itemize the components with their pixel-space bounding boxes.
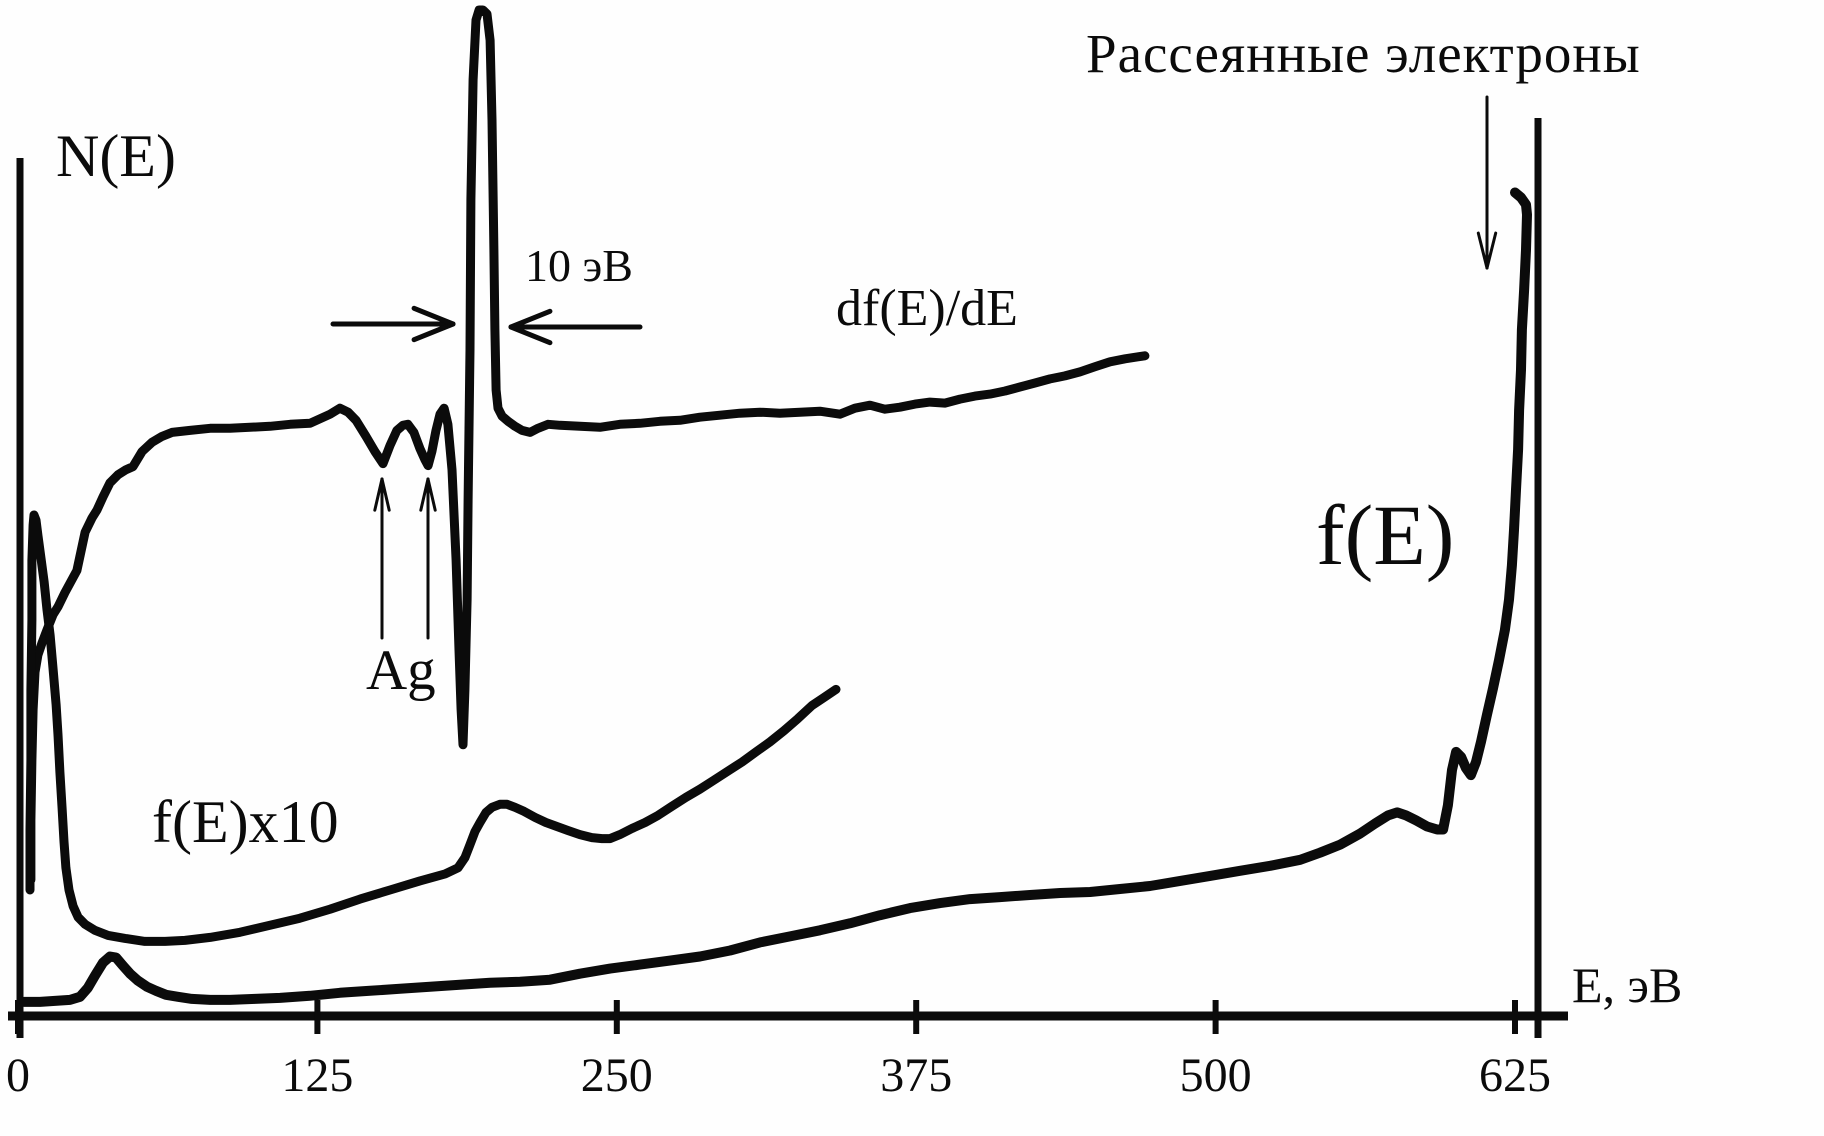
- x-tick-label: 375: [880, 1049, 953, 1102]
- derivative-curve-label: df(E)/dE: [836, 280, 1018, 337]
- x-tick-label: 0: [6, 1049, 30, 1102]
- ag-arrow-left-barb: [373, 477, 384, 512]
- width-arrow-left-barb: [411, 321, 456, 343]
- ag-arrow-right-barb: [419, 477, 430, 512]
- ag-arrow-right-barb: [426, 477, 437, 512]
- scattered-electrons-annotation: Рассеянные электроны: [1086, 23, 1641, 84]
- y-axis-label: N(E): [56, 123, 176, 189]
- scattered-electrons-arrow-barb: [1485, 231, 1498, 270]
- fex10-curve-label: f(E)x10: [152, 789, 339, 855]
- fe-curve-label: f(E): [1316, 487, 1455, 583]
- x-tick-label: 625: [1479, 1049, 1551, 1102]
- x-axis-label: E, эВ: [1572, 957, 1683, 1013]
- curve-fe: [19, 187, 1532, 1007]
- peak-width-annotation: 10 эВ: [525, 240, 633, 291]
- x-tick-label: 250: [580, 1049, 653, 1102]
- width-arrow-left-barb: [411, 305, 456, 327]
- width-arrow-right-barb: [508, 324, 553, 346]
- curve-dfde: [26, 5, 1150, 885]
- width-arrow-right-barb: [508, 308, 553, 330]
- curve-fex10: [25, 510, 841, 946]
- ag-arrow-left-barb: [380, 477, 391, 512]
- ag-peaks-label: Ag: [366, 639, 436, 702]
- scattered-electrons-arrow-barb: [1476, 231, 1489, 270]
- x-tick-label: 500: [1179, 1049, 1252, 1102]
- x-tick-label: 125: [281, 1049, 354, 1102]
